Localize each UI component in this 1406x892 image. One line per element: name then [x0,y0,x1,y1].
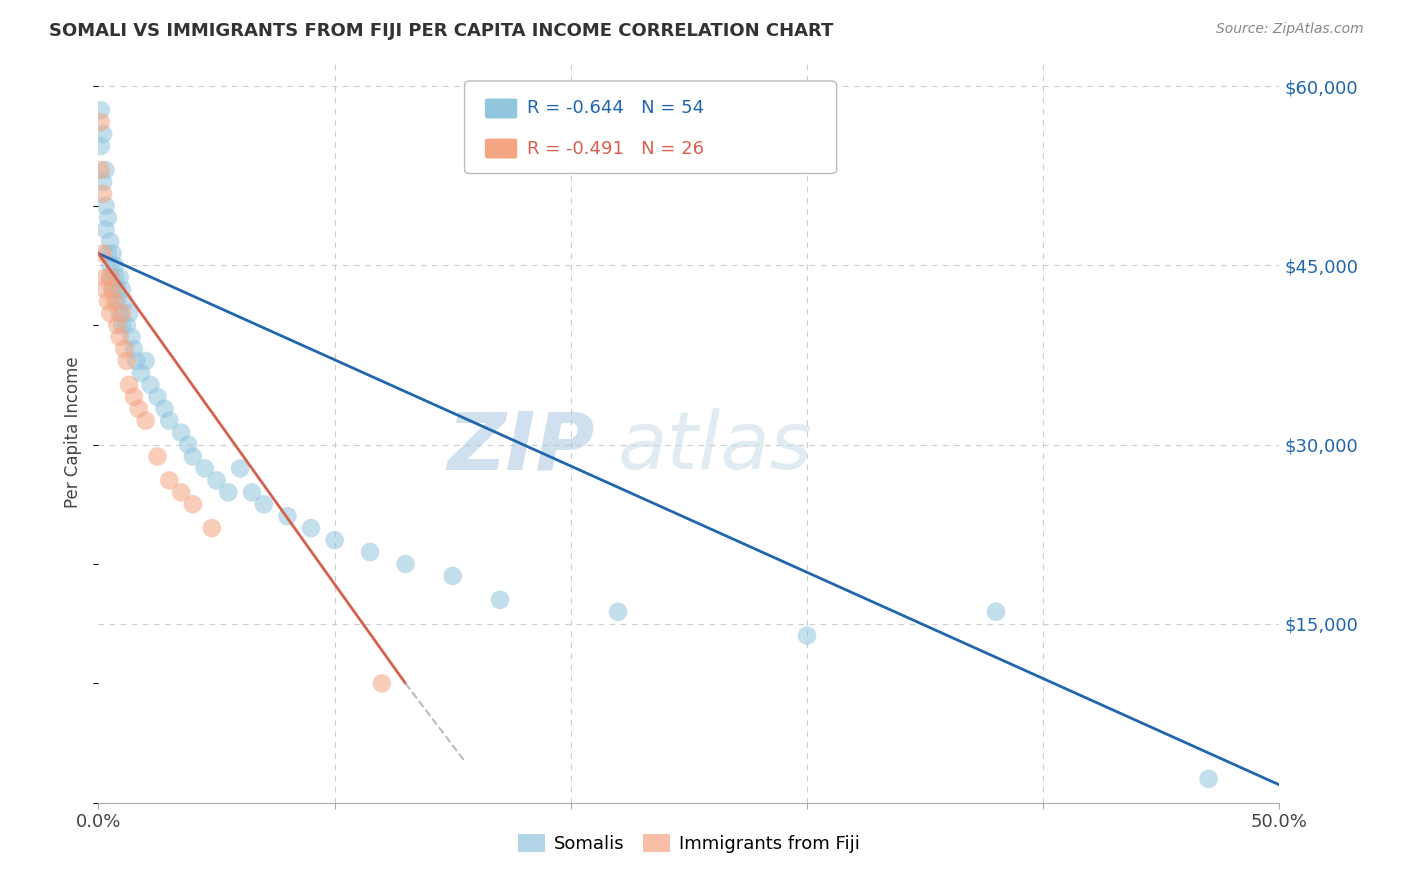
Text: R = -0.644   N = 54: R = -0.644 N = 54 [527,100,704,118]
Point [98,235,121,249]
Point [104,259,127,273]
Point [205,474,228,488]
Point [201,521,224,535]
FancyBboxPatch shape [485,98,517,119]
Point [101,282,124,296]
Point [153,401,176,416]
Point [105,282,128,296]
Point [371,676,394,690]
Point [98,259,121,273]
Text: atlas: atlas [619,409,813,486]
Point [394,557,416,571]
Point [101,246,124,260]
Point [253,497,276,511]
Point [111,318,134,333]
Point [94,162,117,177]
Point [128,401,150,416]
Point [121,330,143,344]
Point [323,533,346,547]
Point [91,186,114,201]
Point [125,354,148,368]
Point [984,605,1007,619]
Point [97,246,120,260]
Point [94,270,117,285]
Point [146,450,169,464]
Point [217,485,239,500]
Point [122,390,145,404]
FancyBboxPatch shape [485,138,517,159]
Point [111,306,134,320]
Point [108,330,131,344]
Point [489,592,512,607]
Point [170,485,193,500]
Point [94,222,117,236]
Point [101,282,124,296]
Point [98,306,121,320]
Point [97,211,120,225]
Point [157,414,180,428]
Point [170,425,193,440]
Point [240,485,263,500]
Point [129,366,152,380]
Point [122,342,145,356]
Point [359,545,381,559]
Y-axis label: Per Capita Income: Per Capita Income [65,357,83,508]
Point [1198,772,1220,786]
Point [98,270,121,285]
Point [299,521,322,535]
Point [90,115,112,129]
Point [108,306,131,320]
Point [135,354,157,368]
Point [135,414,157,428]
Point [108,270,131,285]
Point [97,294,120,309]
Point [146,390,169,404]
Point [115,318,138,333]
Text: SOMALI VS IMMIGRANTS FROM FIJI PER CAPITA INCOME CORRELATION CHART: SOMALI VS IMMIGRANTS FROM FIJI PER CAPIT… [49,22,834,40]
Point [94,199,117,213]
Point [98,270,121,285]
Point [94,282,117,296]
Point [105,294,128,309]
Point [115,354,138,368]
Point [105,318,128,333]
Point [796,629,818,643]
Point [139,377,162,392]
Point [90,139,112,153]
Point [441,569,464,583]
Point [91,246,114,260]
Point [194,461,217,475]
Legend: Somalis, Immigrants from Fiji: Somalis, Immigrants from Fiji [510,827,868,861]
FancyBboxPatch shape [464,81,837,173]
Point [104,294,127,309]
Point [229,461,252,475]
Point [177,437,200,451]
Point [112,294,135,309]
Point [607,605,630,619]
Point [276,509,298,524]
Point [90,162,112,177]
Text: Source: ZipAtlas.com: Source: ZipAtlas.com [1216,22,1364,37]
Point [157,474,180,488]
Point [181,497,204,511]
Point [118,306,141,320]
Point [91,175,114,189]
Text: R = -0.491   N = 26: R = -0.491 N = 26 [527,139,704,158]
Point [104,270,127,285]
Text: ZIP: ZIP [447,409,595,486]
Point [112,342,135,356]
Point [90,103,112,118]
Point [91,127,114,141]
Point [111,282,134,296]
Point [181,450,204,464]
Point [118,377,141,392]
